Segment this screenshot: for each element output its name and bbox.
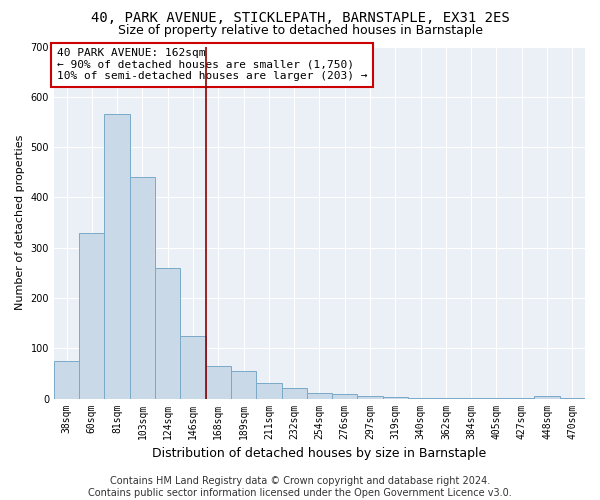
Bar bbox=[155, 268, 181, 398]
Bar bbox=[206, 366, 231, 398]
Bar bbox=[281, 388, 307, 398]
Bar bbox=[307, 392, 332, 398]
Bar bbox=[332, 394, 358, 398]
Bar bbox=[104, 114, 130, 399]
Bar bbox=[383, 397, 408, 398]
Y-axis label: Number of detached properties: Number of detached properties bbox=[15, 135, 25, 310]
Text: Contains HM Land Registry data © Crown copyright and database right 2024.
Contai: Contains HM Land Registry data © Crown c… bbox=[88, 476, 512, 498]
Text: 40, PARK AVENUE, STICKLEPATH, BARNSTAPLE, EX31 2ES: 40, PARK AVENUE, STICKLEPATH, BARNSTAPLE… bbox=[91, 11, 509, 25]
Bar bbox=[130, 178, 155, 398]
Text: Size of property relative to detached houses in Barnstaple: Size of property relative to detached ho… bbox=[118, 24, 482, 37]
Bar bbox=[256, 384, 281, 398]
Bar bbox=[231, 371, 256, 398]
Bar bbox=[181, 336, 206, 398]
Bar bbox=[358, 396, 383, 398]
X-axis label: Distribution of detached houses by size in Barnstaple: Distribution of detached houses by size … bbox=[152, 447, 487, 460]
Bar bbox=[54, 361, 79, 399]
Bar bbox=[79, 232, 104, 398]
Bar bbox=[535, 396, 560, 398]
Text: 40 PARK AVENUE: 162sqm
← 90% of detached houses are smaller (1,750)
10% of semi-: 40 PARK AVENUE: 162sqm ← 90% of detached… bbox=[56, 48, 367, 82]
